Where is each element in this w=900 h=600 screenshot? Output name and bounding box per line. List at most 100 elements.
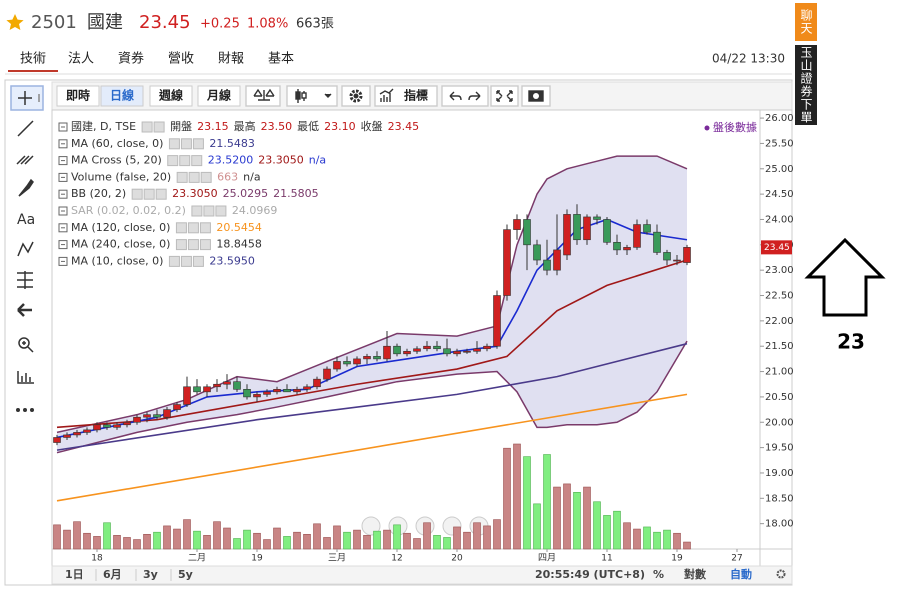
undo-redo-button[interactable] (441, 85, 489, 107)
candle-body (633, 224, 641, 248)
brush-tool[interactable] (18, 178, 34, 197)
crosshair-tool[interactable] (10, 85, 44, 111)
period-button[interactable] (149, 85, 193, 107)
legend-icon[interactable] (168, 138, 180, 150)
back-tool[interactable] (17, 303, 32, 317)
legend-icon[interactable] (153, 121, 165, 133)
nav-tab[interactable]: 技術 (20, 52, 46, 67)
candle-body (273, 389, 281, 393)
nav-tab[interactable]: 法人 (68, 52, 94, 67)
volume-bar (633, 528, 641, 550)
candle-body (193, 386, 201, 393)
legend-icon[interactable] (199, 222, 211, 234)
legend-icon[interactable] (188, 171, 200, 183)
order-tab[interactable]: 玉山證券下單 (795, 45, 817, 125)
volume-bar (563, 483, 571, 550)
snapshot-button[interactable] (521, 85, 551, 107)
volume-bar (473, 522, 481, 550)
nav-tab[interactable]: 資券 (118, 51, 144, 67)
log-toggle[interactable]: 對數 (684, 567, 707, 581)
legend-icon[interactable] (168, 255, 180, 267)
period-label: 即時 (66, 88, 90, 103)
legend-icon[interactable] (143, 188, 155, 200)
legend-icon[interactable] (191, 205, 203, 217)
legend-icon[interactable] (175, 222, 187, 234)
nav-tab[interactable]: 基本 (268, 52, 294, 67)
legend-icon[interactable] (192, 138, 204, 150)
legend-icon[interactable] (167, 155, 179, 167)
after-hours-link[interactable]: 盤後數據 (713, 120, 757, 134)
fib-tool[interactable] (16, 155, 34, 165)
range-button[interactable]: 5y (178, 568, 193, 581)
legend-value: 23.50 (261, 120, 293, 133)
legend-icon[interactable] (192, 255, 204, 267)
nav-tab[interactable]: 營收 (168, 52, 194, 67)
candle-body (443, 348, 451, 355)
volume-bar (323, 537, 331, 550)
volume-bar (653, 531, 661, 550)
datetime: 04/22 13:30 (712, 52, 785, 66)
range-button[interactable]: 3y (143, 568, 158, 581)
y-tick-label: 25.00 (765, 164, 794, 175)
period-button[interactable] (197, 85, 241, 107)
legend-icon[interactable] (200, 171, 212, 183)
percent-toggle[interactable]: % (653, 568, 664, 581)
legend-icon[interactable] (155, 188, 167, 200)
y-tick-label: 21.50 (765, 341, 794, 352)
range-button[interactable]: 6月 (103, 568, 122, 581)
legend-icon[interactable] (180, 138, 192, 150)
legend-icon[interactable] (215, 205, 227, 217)
volume-bar (643, 526, 651, 550)
chat-tab[interactable]: 聊天室 (777, 3, 817, 41)
settings-button[interactable] (341, 85, 371, 107)
measure-tool[interactable] (17, 371, 34, 384)
legend-icon[interactable] (199, 239, 211, 251)
candle-body (403, 350, 411, 355)
legend-icon[interactable] (187, 222, 199, 234)
nav-tab[interactable]: 財報 (218, 52, 244, 67)
indicator-button[interactable]: 指標 (404, 88, 428, 103)
volume-bar (253, 532, 261, 550)
moving-average-line (56, 259, 688, 429)
period-label: 月線 (206, 88, 231, 103)
period-button[interactable] (56, 85, 100, 107)
settings-gear[interactable] (776, 569, 786, 579)
legend-label: MA (240, close, 0) (71, 238, 170, 251)
zoom-tool[interactable] (18, 337, 34, 353)
y-tick-label: 24.00 (765, 214, 794, 225)
legend-value: 18.8458 (216, 238, 262, 251)
stock-code: 2501 (31, 12, 77, 33)
legend-icon[interactable] (187, 239, 199, 251)
chart-type-button[interactable] (286, 85, 338, 107)
legend-icon[interactable] (176, 171, 188, 183)
y-tick-label: 18.50 (765, 493, 794, 504)
candle-body (263, 391, 271, 395)
legend-icon[interactable] (180, 255, 192, 267)
trend-line-tool[interactable] (17, 120, 34, 137)
candle-body (143, 414, 151, 418)
fullscreen-button[interactable] (490, 85, 519, 107)
legend-icon[interactable] (131, 188, 143, 200)
period-button[interactable] (100, 85, 144, 107)
scale-button[interactable] (245, 85, 281, 107)
candle-body (203, 386, 211, 393)
legend-value: 收盤 (361, 119, 383, 133)
legend-icon[interactable] (175, 239, 187, 251)
favorite-star[interactable] (6, 14, 24, 30)
more-tools[interactable] (16, 408, 34, 412)
legend-value: 23.45 (388, 120, 420, 133)
legend-icon[interactable] (141, 121, 153, 133)
candle-body (523, 219, 531, 246)
volume-bar (683, 541, 691, 550)
legend-icon[interactable] (179, 155, 191, 167)
auto-toggle[interactable]: 自動 (730, 567, 752, 581)
candle-body (683, 247, 691, 263)
projection-tool[interactable] (17, 271, 33, 289)
nav-left[interactable] (361, 516, 381, 536)
text-tool[interactable]: Aa (17, 212, 35, 228)
legend-icon[interactable] (191, 155, 203, 167)
legend-icon[interactable] (203, 205, 215, 217)
stock-name: 國建 (87, 12, 123, 33)
volume-bar (663, 529, 671, 550)
range-button[interactable]: 1日 (65, 568, 84, 581)
